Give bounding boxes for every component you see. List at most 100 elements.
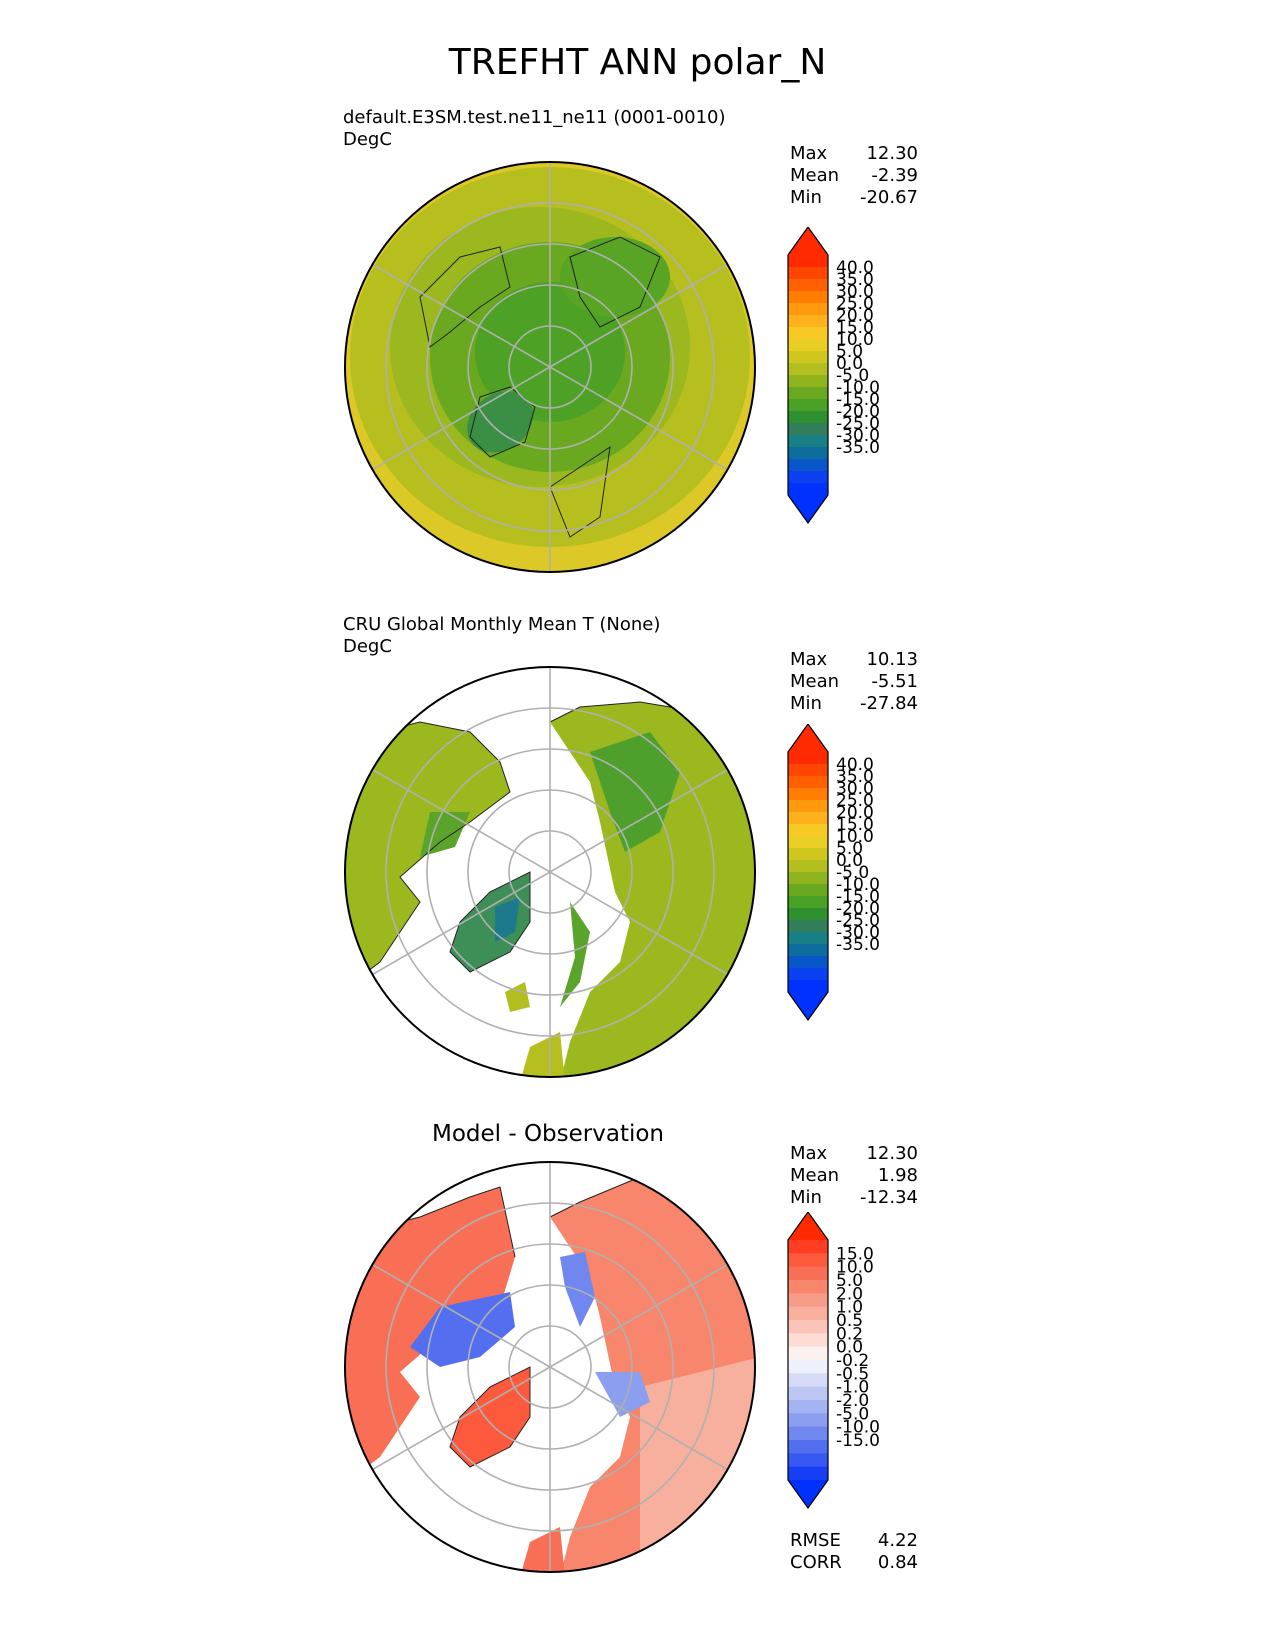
- colorbar-tick-label: 30.0: [836, 779, 874, 799]
- panel1-polar-map: [344, 161, 756, 573]
- colorbar-tick-label: 5.0: [836, 342, 863, 362]
- colorbar-tick-label: -1.0: [836, 1378, 869, 1398]
- colorbar-segment: [788, 1373, 828, 1388]
- coastline: [419, 246, 511, 348]
- colorbar-segment: [788, 860, 828, 873]
- colorbar-segment: [788, 339, 828, 352]
- colorbar-tick-label: -5.0: [836, 1404, 869, 1424]
- colorbar-tick-label: -35.0: [836, 438, 880, 458]
- colorbar-segment: [788, 1440, 828, 1454]
- stat-value: 12.30: [866, 1143, 918, 1164]
- colorbar-tick-label: 35.0: [836, 270, 874, 290]
- stat-value: -20.67: [859, 187, 918, 208]
- colorbar-tick-label: 0.0: [836, 851, 863, 871]
- colorbar-segment: [788, 788, 828, 801]
- map-boundary: [344, 666, 756, 1078]
- panel3-metrics: RMSE 4.22 CORR 0.84: [790, 1530, 918, 1574]
- colorbar-segment: [788, 303, 828, 316]
- colorbar-tick-label: 20.0: [836, 803, 874, 823]
- colorbar-tick-label: -30.0: [836, 426, 880, 446]
- siberia-cold-region: [590, 732, 680, 852]
- colorbar-tick-label: 2.0: [836, 1284, 863, 1304]
- barents-cold-bias: [595, 1372, 650, 1417]
- eurasia-land: [550, 702, 755, 1077]
- graticule: [372, 1162, 728, 1572]
- colorbar-segment: [788, 423, 828, 436]
- panel3-title: Model - Observation: [431, 1121, 665, 1147]
- colorbar-segment: [788, 800, 828, 813]
- colorbar-segment: [788, 1253, 828, 1268]
- panel1-title: default.E3SM.test.ne11_ne11 (0001-0010) …: [343, 107, 726, 151]
- colorbar-over-triangle: [788, 1212, 828, 1240]
- scandinavia-land: [560, 902, 590, 1007]
- colorbar-tick-label: 1.0: [836, 1298, 863, 1318]
- colorbar-tick-label: 10.0: [836, 1258, 874, 1278]
- stat-value: -12.34: [859, 1187, 918, 1208]
- colorbar-tick-label: -20.0: [836, 402, 880, 422]
- colorbar-tick-label: -10.0: [836, 378, 880, 398]
- stat-label: Max: [790, 649, 828, 670]
- colorbar-segment: [788, 399, 828, 412]
- colorbar-tick-label: -15.0: [836, 1431, 880, 1451]
- colorbar-segment: [788, 884, 828, 897]
- colorbar-segment: [788, 411, 828, 424]
- colorbar-tick-label: 15.0: [836, 815, 874, 835]
- colorbar-segment: [788, 255, 828, 268]
- colorbar-outline: [787, 1212, 829, 1510]
- colorbar-segment: [788, 471, 828, 484]
- colorbar-under-triangle: [788, 1480, 828, 1508]
- colorbar-segment: [788, 315, 828, 328]
- stat-label: Min: [790, 693, 822, 714]
- greenland-cold-spot: [467, 391, 533, 453]
- graticule: [372, 162, 728, 572]
- stat-label: Max: [790, 1143, 828, 1164]
- colorbar-tick-label: -15.0: [836, 390, 880, 410]
- colorbar-segment: [788, 291, 828, 304]
- colorbar-segment: [788, 956, 828, 969]
- colorbar-segment: [788, 1306, 828, 1321]
- panel2-stats: Max 10.13 Mean -5.51 Min -27.84: [790, 649, 918, 715]
- colorbar-tick-label: -5.0: [836, 863, 869, 883]
- colorbar-tick-label: -0.2: [836, 1351, 869, 1371]
- stat-label: Min: [790, 1187, 822, 1208]
- colorbar-segment: [788, 1280, 828, 1294]
- map-boundary: [344, 161, 756, 573]
- panel2-colorbar: 40.035.030.025.020.015.010.05.00.0-5.0-1…: [787, 724, 880, 1022]
- panel1-colorbar: 40.035.030.025.020.015.010.05.00.0-5.0-1…: [787, 227, 880, 525]
- colorbar-segment: [788, 1240, 828, 1254]
- metric-value: 0.84: [877, 1552, 918, 1573]
- stat-label: Mean: [790, 165, 840, 186]
- colorbar-segment: [788, 1400, 828, 1414]
- siberia-cold-region: [560, 237, 670, 317]
- colorbar-segment: [788, 776, 828, 789]
- colorbar-under-triangle: [788, 495, 828, 523]
- colorbar-segment: [788, 872, 828, 885]
- colorbar-over-triangle: [788, 724, 828, 752]
- colorbar-tick-label: -25.0: [836, 911, 880, 931]
- colorbar-segment: [788, 327, 828, 340]
- colorbar-segment: [788, 932, 828, 945]
- colorbar-segment: [788, 1333, 828, 1348]
- colorbar-segment: [788, 764, 828, 777]
- colorbar-tick-label: -35.0: [836, 935, 880, 955]
- colorbar-segment: [788, 483, 828, 496]
- colorbar-segment: [788, 920, 828, 933]
- scandinavia-outline: [549, 445, 611, 538]
- stat-label: Min: [790, 187, 822, 208]
- colorbar-tick-label: -5.0: [836, 366, 869, 386]
- colorbar-segment: [788, 944, 828, 957]
- colorbar-tick-label: -2.0: [836, 1391, 869, 1411]
- colorbar-segment: [788, 279, 828, 292]
- metric-label: CORR: [790, 1552, 842, 1573]
- colorbar-segment: [788, 1346, 828, 1361]
- colorbar-tick-label: 30.0: [836, 282, 874, 302]
- colorbar-tick-label: 0.5: [836, 1311, 863, 1331]
- colorbar-segment: [788, 896, 828, 909]
- colorbar-segment: [788, 363, 828, 376]
- colorbar-tick-label: 40.0: [836, 258, 874, 278]
- panel3-colorbar: 15.010.05.02.01.00.50.20.0-0.2-0.5-1.0-2…: [787, 1212, 880, 1510]
- colorbar-segment: [788, 836, 828, 849]
- colorbar-tick-label: -25.0: [836, 414, 880, 434]
- stat-value: -2.39: [871, 165, 918, 186]
- colorbar-segment: [788, 1413, 828, 1428]
